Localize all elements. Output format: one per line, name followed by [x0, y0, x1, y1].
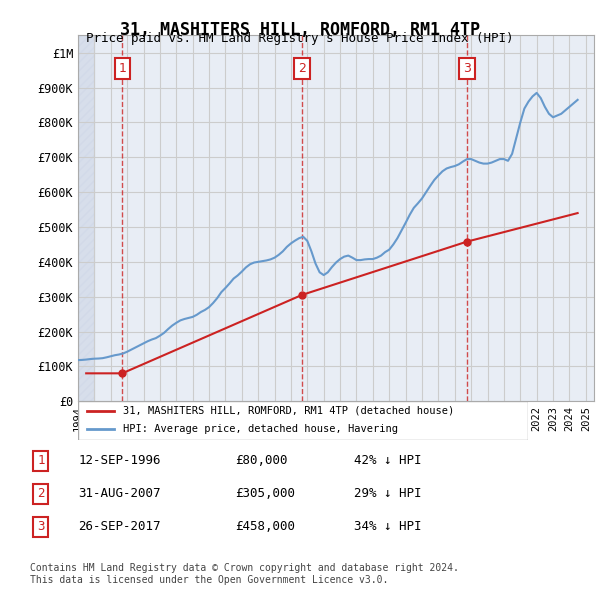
- Text: 31, MASHITERS HILL, ROMFORD, RM1 4TP: 31, MASHITERS HILL, ROMFORD, RM1 4TP: [120, 21, 480, 39]
- Text: 1: 1: [37, 454, 44, 467]
- Bar: [78, 35, 94, 401]
- Text: 31-AUG-2007: 31-AUG-2007: [79, 487, 161, 500]
- Text: 26-SEP-2017: 26-SEP-2017: [79, 520, 161, 533]
- Text: 31, MASHITERS HILL, ROMFORD, RM1 4TP (detached house): 31, MASHITERS HILL, ROMFORD, RM1 4TP (de…: [123, 406, 454, 416]
- Text: 2: 2: [37, 487, 44, 500]
- Text: 29% ↓ HPI: 29% ↓ HPI: [354, 487, 421, 500]
- Text: 1: 1: [118, 62, 126, 75]
- Text: 42% ↓ HPI: 42% ↓ HPI: [354, 454, 421, 467]
- Text: 34% ↓ HPI: 34% ↓ HPI: [354, 520, 421, 533]
- Text: 3: 3: [37, 520, 44, 533]
- Text: Contains HM Land Registry data © Crown copyright and database right 2024.
This d: Contains HM Land Registry data © Crown c…: [30, 563, 459, 585]
- Text: £80,000: £80,000: [235, 454, 288, 467]
- Text: 3: 3: [463, 62, 471, 75]
- Text: 2: 2: [298, 62, 306, 75]
- FancyBboxPatch shape: [78, 401, 528, 440]
- Text: 12-SEP-1996: 12-SEP-1996: [79, 454, 161, 467]
- Text: Price paid vs. HM Land Registry's House Price Index (HPI): Price paid vs. HM Land Registry's House …: [86, 32, 514, 45]
- Text: £458,000: £458,000: [235, 520, 295, 533]
- Text: £305,000: £305,000: [235, 487, 295, 500]
- Text: HPI: Average price, detached house, Havering: HPI: Average price, detached house, Have…: [123, 424, 398, 434]
